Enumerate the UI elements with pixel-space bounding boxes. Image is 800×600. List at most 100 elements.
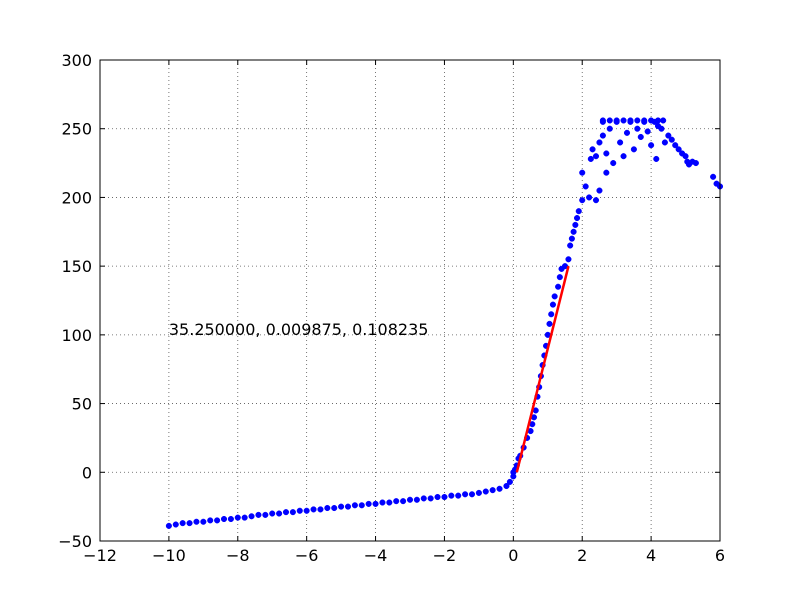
data-point [200, 518, 207, 525]
plot-frame [99, 59, 721, 542]
data-point [596, 139, 603, 146]
data-point [496, 485, 503, 492]
y-tick-label: 200 [61, 188, 92, 207]
y-tick-label: −50 [58, 532, 92, 551]
data-point [692, 160, 699, 167]
data-point [661, 139, 668, 146]
data-point [241, 514, 248, 521]
data-point [506, 478, 513, 485]
x-tick-label: −12 [83, 546, 117, 565]
data-point [592, 153, 600, 160]
data-point [255, 511, 262, 518]
data-point [269, 510, 276, 517]
data-point [623, 129, 631, 136]
data-point [567, 242, 574, 249]
data-point [648, 117, 655, 124]
data-point [282, 509, 290, 516]
data-point [606, 125, 613, 132]
data-point [262, 511, 269, 518]
data-point [441, 493, 448, 501]
x-tick-label: 4 [646, 546, 656, 565]
data-point [379, 499, 386, 506]
data-point [234, 514, 241, 521]
data-point [637, 133, 644, 141]
data-point [455, 492, 462, 499]
data-point [296, 507, 303, 514]
x-tick-label: −4 [364, 546, 388, 565]
data-point [634, 117, 641, 124]
data-point [420, 495, 427, 502]
data-point [427, 495, 434, 502]
x-tick-label: 6 [715, 546, 725, 565]
y-tick-label: 250 [61, 120, 92, 139]
data-point [613, 117, 620, 124]
data-point [555, 283, 562, 290]
data-point [568, 235, 575, 242]
data-point [660, 117, 667, 124]
data-point [603, 150, 610, 157]
data-point [489, 487, 496, 494]
data-point [186, 520, 193, 527]
data-point [634, 125, 641, 132]
data-point [586, 194, 593, 201]
data-point [665, 132, 672, 139]
data-point [658, 125, 665, 132]
data-points [165, 117, 724, 529]
data-point [393, 498, 400, 505]
x-tick-label: −8 [226, 546, 250, 565]
data-point [641, 117, 648, 124]
y-tick-label: 50 [72, 395, 92, 414]
data-point [549, 301, 556, 308]
data-point [193, 518, 200, 525]
fit-line-group [515, 265, 570, 473]
data-point [648, 142, 655, 149]
data-point [675, 146, 682, 153]
x-tick-label: −2 [433, 546, 457, 565]
data-point [207, 517, 214, 524]
data-point [620, 117, 627, 124]
data-point [434, 493, 441, 501]
data-point [587, 155, 594, 162]
data-point [617, 139, 624, 146]
data-point [599, 132, 606, 139]
data-point [179, 520, 186, 527]
data-point [551, 293, 558, 300]
data-point [653, 155, 660, 162]
axis-ticks: −12 −10 −8 −6 −4 −2 0 2 4 6 −50 0 50 100 150 200 250 300 [58, 51, 725, 565]
data-point [556, 274, 563, 281]
data-point [475, 489, 482, 496]
data-point [303, 507, 310, 514]
data-point [468, 491, 476, 498]
data-point [630, 146, 637, 153]
data-point [400, 498, 407, 505]
data-point [344, 503, 352, 510]
data-point [654, 117, 662, 124]
data-point [172, 521, 179, 528]
data-point [546, 320, 553, 327]
annotation-text: 35.250000, 0.009875, 0.108235 [169, 320, 429, 339]
data-point [338, 503, 345, 510]
data-point [482, 488, 489, 495]
data-point [599, 117, 606, 124]
data-point [668, 136, 675, 143]
data-point [548, 311, 555, 318]
data-point [606, 117, 613, 124]
data-point [620, 153, 627, 160]
data-point [406, 496, 414, 503]
data-point [582, 183, 589, 190]
data-point [372, 500, 379, 507]
data-point [579, 197, 586, 204]
data-point [413, 496, 420, 503]
data-point [565, 256, 572, 263]
data-point [248, 513, 255, 520]
data-point [570, 228, 577, 235]
x-tick-label: 0 [508, 546, 518, 565]
y-tick-label: 300 [61, 51, 92, 70]
data-point [165, 522, 172, 529]
data-point [462, 491, 469, 498]
y-tick-label: 100 [61, 326, 92, 345]
data-point [331, 504, 338, 512]
data-point [610, 160, 617, 167]
data-point [574, 214, 581, 222]
y-tick-label: 150 [61, 257, 92, 276]
